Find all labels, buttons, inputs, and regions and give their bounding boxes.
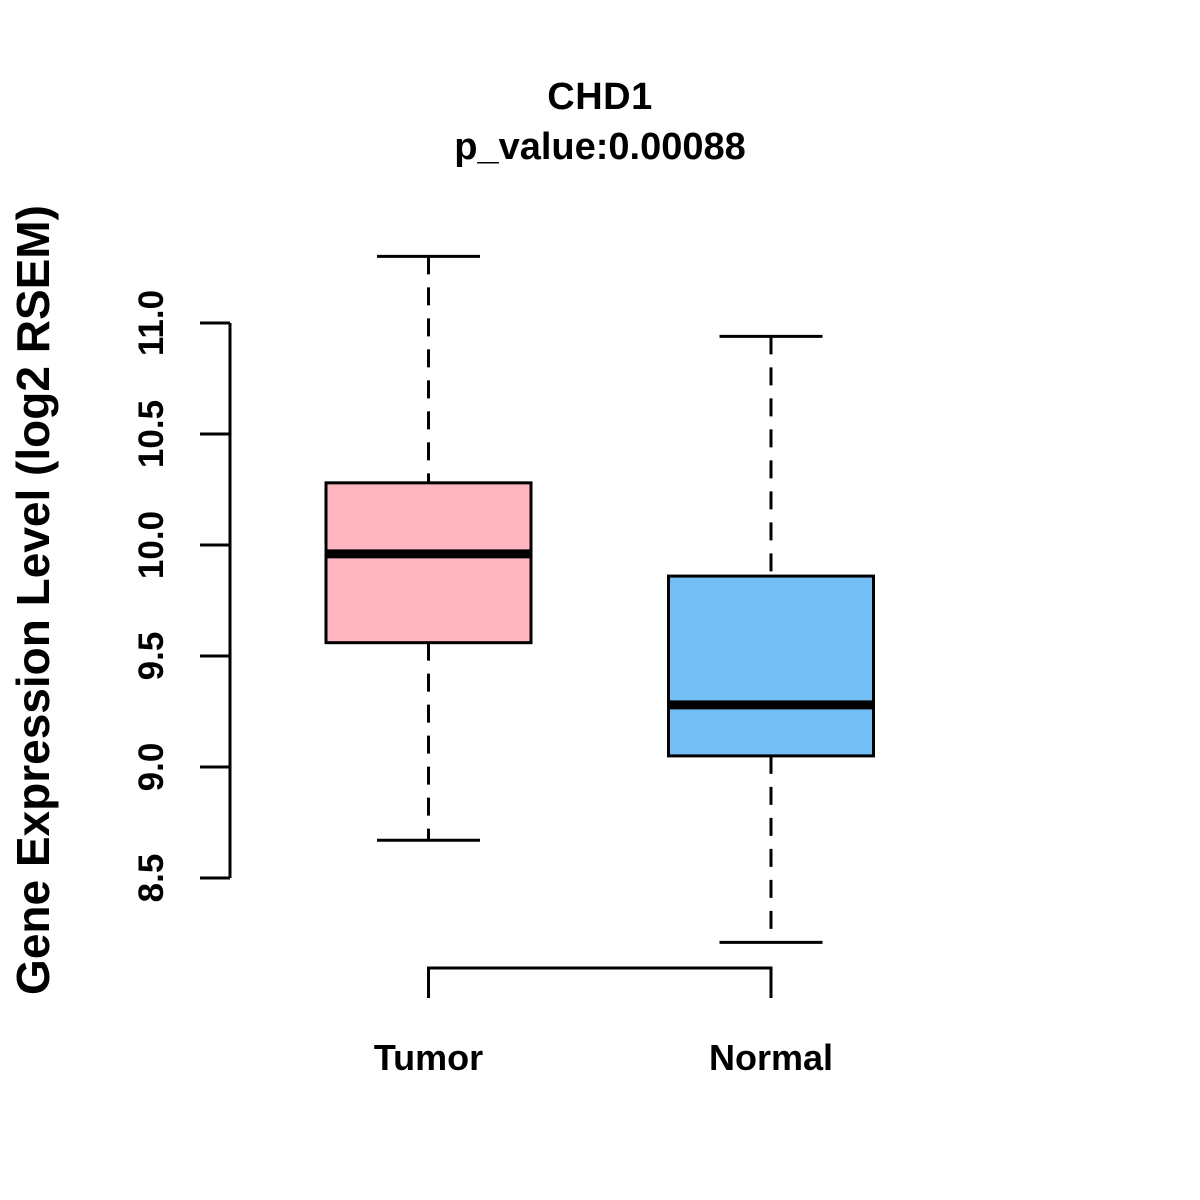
normal-box	[667, 574, 875, 758]
y-tick-label: 11.0	[132, 290, 171, 356]
x-axis-line	[427, 966, 773, 998]
y-axis-label: Gene Expression Level (log2 RSEM)	[7, 205, 59, 995]
x-category-label-tumor: Tumor	[374, 1037, 483, 1078]
y-tick-label: 10.0	[132, 511, 171, 579]
y-tick-label: 10.5	[132, 400, 171, 468]
chart-subtitle: p_value:0.00088	[454, 126, 746, 168]
y-tick-label: 8.5	[132, 854, 171, 903]
x-category-label-normal: Normal	[709, 1037, 833, 1078]
y-tick-label: 9.0	[132, 743, 171, 792]
chart-title: CHD1	[547, 76, 653, 118]
tumor-box	[324, 481, 533, 645]
y-tick-label: 9.5	[132, 632, 171, 681]
